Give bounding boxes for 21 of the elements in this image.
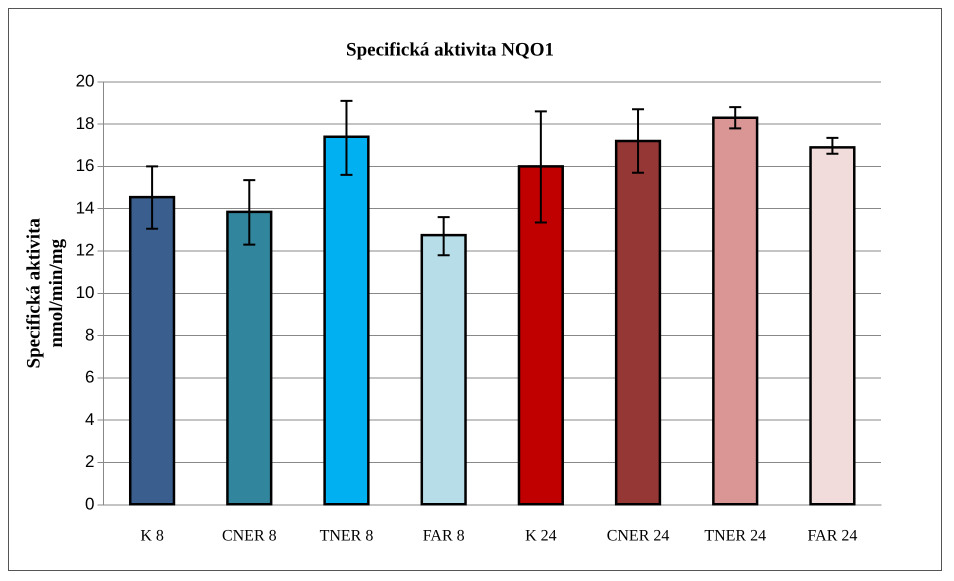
y-tick-label: 8 (85, 325, 95, 344)
y-axis-title: Specifická aktivita nmol/min/mg (23, 218, 68, 369)
y-tick-label: 6 (85, 368, 95, 387)
y-tick-label: 10 (76, 282, 95, 302)
chart-title: Specifická aktivita NQO1 (346, 39, 554, 60)
y-tick-label: 20 (76, 71, 95, 90)
y-tick-label: 0 (85, 494, 95, 514)
x-tick-label: TNER 24 (704, 528, 766, 545)
y-tick-label: 16 (76, 156, 95, 176)
x-tick-label: K 24 (525, 528, 557, 545)
x-tick-label: CNER 8 (222, 528, 277, 545)
y-tick-label: 12 (76, 240, 95, 260)
x-tick-label: CNER 24 (606, 528, 670, 545)
x-tick-label: FAR 8 (422, 528, 465, 545)
y-tick-label: 2 (85, 452, 95, 472)
y-tick-label: 18 (76, 114, 95, 133)
x-tick-label: FAR 24 (807, 528, 858, 545)
y-tick-label: 14 (76, 198, 95, 218)
x-tick-label: TNER 8 (320, 528, 374, 545)
x-tick-label: K 8 (140, 528, 164, 545)
y-tick-label: 4 (85, 410, 95, 429)
